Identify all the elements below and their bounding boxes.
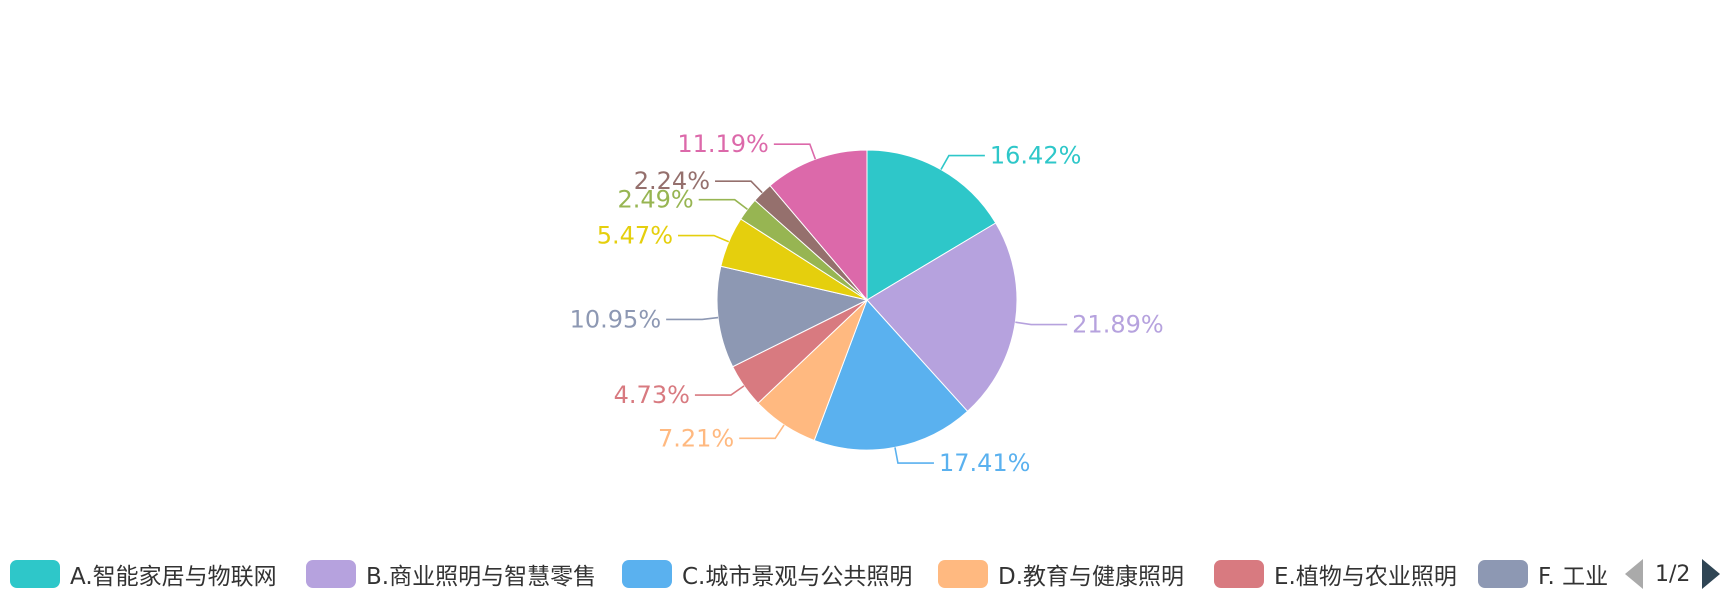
label-line-0 xyxy=(940,154,985,170)
pie-slices xyxy=(716,149,1018,451)
legend-item-0[interactable]: A.智能家居与物联网 xyxy=(10,558,277,590)
label-line-1 xyxy=(1015,321,1068,326)
label-lines xyxy=(666,143,1068,464)
slice-label-4: 4.73% xyxy=(614,381,690,409)
slice-label-0: 16.42% xyxy=(990,142,1082,170)
slice-label-3: 7.21% xyxy=(658,424,734,452)
legend-item-4[interactable]: E.植物与农业照明 xyxy=(1214,558,1457,590)
legend-page-indicator: 1/2 xyxy=(1655,561,1691,587)
label-line-8 xyxy=(715,180,763,194)
pie-slice-1[interactable] xyxy=(866,222,1018,413)
legend-prev-page-icon[interactable] xyxy=(1625,559,1643,589)
legend-item-1[interactable]: B.商业照明与智慧零售 xyxy=(306,558,596,590)
legend-swatch xyxy=(306,560,356,588)
legend-items: A.智能家居与物联网 B.商业照明与智慧零售 C.城市景观与公共照明 D.教育与健康照… xyxy=(0,548,1620,600)
label-line-9 xyxy=(773,143,817,160)
pie-slice-2[interactable] xyxy=(813,299,969,451)
legend-label: F. 工业 xyxy=(1538,564,1609,590)
label-line-5 xyxy=(666,316,719,321)
legend-item-2[interactable]: C.城市景观与公共照明 xyxy=(622,558,912,590)
legend-pager: 1/2 xyxy=(1625,558,1721,590)
label-line-2 xyxy=(894,447,934,464)
legend-label: B.商业照明与智慧零售 xyxy=(366,564,597,590)
slice-label-8: 2.24% xyxy=(634,167,710,195)
legend-swatch xyxy=(10,560,60,588)
slice-label-7: 2.49% xyxy=(617,186,693,214)
slice-label-9: 11.19% xyxy=(677,130,769,158)
slice-label-2: 17.41% xyxy=(939,449,1031,477)
legend: A.智能家居与物联网 B.商业照明与智慧零售 C.城市景观与公共照明 D.教育与健康照… xyxy=(0,548,1734,600)
legend-item-5[interactable]: F. 工业 xyxy=(1478,558,1608,590)
legend-label: D.教育与健康照明 xyxy=(998,564,1185,590)
legend-swatch xyxy=(1214,560,1264,588)
legend-swatch xyxy=(938,560,988,588)
pie-slice-9[interactable] xyxy=(769,149,868,302)
slice-labels: 16.42% 21.89% 17.41% 7.21% 4.73% 10.95% 5.47% 2… xyxy=(570,130,1164,477)
legend-label: C.城市景观与公共照明 xyxy=(682,564,913,590)
legend-swatch xyxy=(1478,560,1528,588)
slice-label-5: 10.95% xyxy=(570,305,662,333)
legend-label: E.植物与农业照明 xyxy=(1274,564,1457,590)
label-line-4 xyxy=(694,385,745,396)
slice-label-6: 5.47% xyxy=(597,222,673,250)
legend-item-3[interactable]: D.教育与健康照明 xyxy=(938,558,1184,590)
legend-swatch xyxy=(622,560,672,588)
label-line-7 xyxy=(698,198,748,211)
legend-next-page-icon[interactable] xyxy=(1702,559,1721,589)
slice-label-1: 21.89% xyxy=(1072,311,1164,339)
label-line-6 xyxy=(678,234,730,243)
label-line-3 xyxy=(739,424,785,440)
legend-label: A.智能家居与物联网 xyxy=(70,564,277,590)
